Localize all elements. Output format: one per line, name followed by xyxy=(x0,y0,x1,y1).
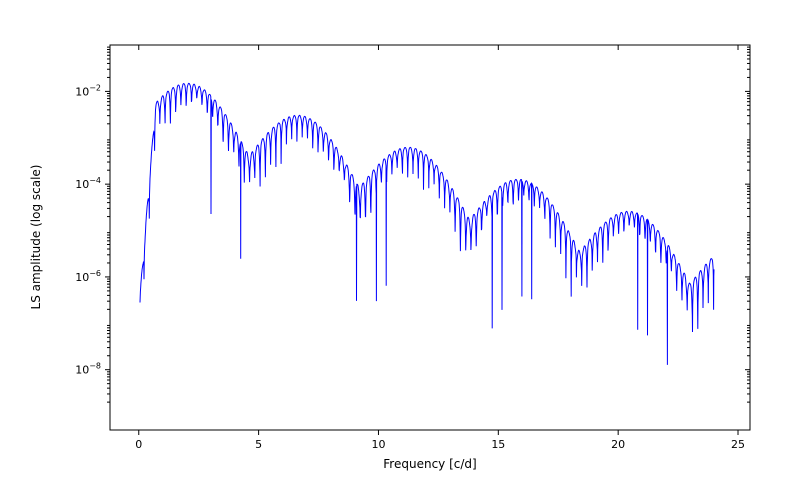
y-tick-label: 10−8 xyxy=(75,362,101,377)
plot-border xyxy=(110,45,750,430)
x-tick-label: 0 xyxy=(135,438,142,451)
x-tick-label: 5 xyxy=(255,438,262,451)
y-axis-label: LS amplitude (log scale) xyxy=(29,165,43,310)
periodogram-line xyxy=(140,83,714,365)
x-tick-label: 20 xyxy=(611,438,625,451)
x-axis-label: Frequency [c/d] xyxy=(383,457,476,471)
x-ticks: 0 5 10 15 20 25 xyxy=(135,45,745,451)
x-tick-label: 15 xyxy=(491,438,505,451)
y-tick-label: 10−4 xyxy=(75,176,101,191)
plot-frame xyxy=(110,45,750,430)
y-tick-label: 10−2 xyxy=(75,83,101,98)
y-tick-label: 10−6 xyxy=(75,269,101,284)
x-tick-label: 10 xyxy=(371,438,385,451)
x-tick-label: 25 xyxy=(731,438,745,451)
